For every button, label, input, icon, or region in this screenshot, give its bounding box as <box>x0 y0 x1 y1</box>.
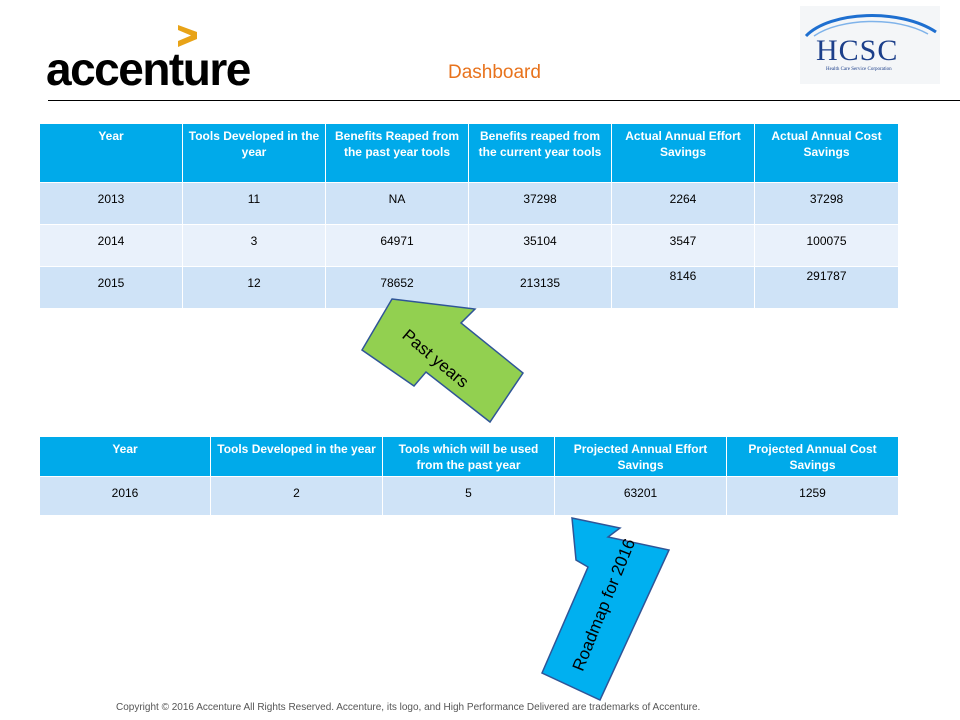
table-cell: 64971 <box>325 224 469 267</box>
header-cell: Tools Developed in the year <box>210 436 383 477</box>
table-cell: 37298 <box>754 182 899 225</box>
swoosh-icon <box>800 6 940 84</box>
header-cell: Tools which will be used from the past y… <box>382 436 555 477</box>
table-cell: 11 <box>182 182 326 225</box>
table-cell: 2013 <box>39 182 183 225</box>
table-cell: 63201 <box>554 476 727 516</box>
header-cell: Year <box>39 123 183 183</box>
table-cell: 3 <box>182 224 326 267</box>
table-cell: 100075 <box>754 224 899 267</box>
table-cell: 291787 <box>754 266 899 309</box>
page-title: Dashboard <box>448 62 541 83</box>
hcsc-logo: HCSC Health Care Service Corporation <box>800 6 940 84</box>
table-row: 2013 11 NA 37298 2264 37298 <box>39 182 899 225</box>
table-cell: 5 <box>382 476 555 516</box>
accenture-logo: accenture <box>46 25 276 95</box>
past-years-label: Past years <box>398 325 473 392</box>
past-years-table: Year Tools Developed in the year Benefit… <box>39 123 899 309</box>
header-cell: Projected Annual Effort Savings <box>554 436 727 477</box>
hcsc-logo-text: HCSC <box>816 34 899 67</box>
header-cell: Benefits Reaped from the past year tools <box>325 123 469 183</box>
brand-name: accenture <box>46 43 251 95</box>
table-cell: NA <box>325 182 469 225</box>
table-cell: 2264 <box>611 182 755 225</box>
table-cell: 8146 <box>611 266 755 309</box>
roadmap-label: Roadmap for 2016 <box>568 535 640 674</box>
table-row: 2016 2 5 63201 1259 <box>39 476 899 516</box>
table-cell: 37298 <box>468 182 612 225</box>
table-cell: 2014 <box>39 224 183 267</box>
table-cell: 35104 <box>468 224 612 267</box>
header-cell: Year <box>39 436 211 477</box>
table-cell: 3547 <box>611 224 755 267</box>
table-cell: 213135 <box>468 266 612 309</box>
header-cell: Projected Annual Cost Savings <box>726 436 899 477</box>
header-divider <box>48 100 960 101</box>
table-header-row: Year Tools Developed in the year Benefit… <box>39 123 899 183</box>
header-cell: Benefits reaped from the current year to… <box>468 123 612 183</box>
table-cell: 78652 <box>325 266 469 309</box>
chevron-logo-icon <box>178 25 197 47</box>
table-header-row: Year Tools Developed in the year Tools w… <box>39 436 899 477</box>
header-cell: Actual Annual Effort Savings <box>611 123 755 183</box>
roadmap-table: Year Tools Developed in the year Tools w… <box>39 436 899 516</box>
table-cell: 2015 <box>39 266 183 309</box>
header-cell: Actual Annual Cost Savings <box>754 123 899 183</box>
copyright-footer: Copyright © 2016 Accenture All Rights Re… <box>116 702 701 713</box>
table-cell: 2 <box>210 476 383 516</box>
header-cell: Tools Developed in the year <box>182 123 326 183</box>
table-row: 2014 3 64971 35104 3547 100075 <box>39 224 899 267</box>
hcsc-logo-subtext: Health Care Service Corporation <box>826 67 892 72</box>
table-cell: 2016 <box>39 476 211 516</box>
table-cell: 1259 <box>726 476 899 516</box>
table-row: 2015 12 78652 213135 8146 291787 <box>39 266 899 309</box>
table-cell: 12 <box>182 266 326 309</box>
